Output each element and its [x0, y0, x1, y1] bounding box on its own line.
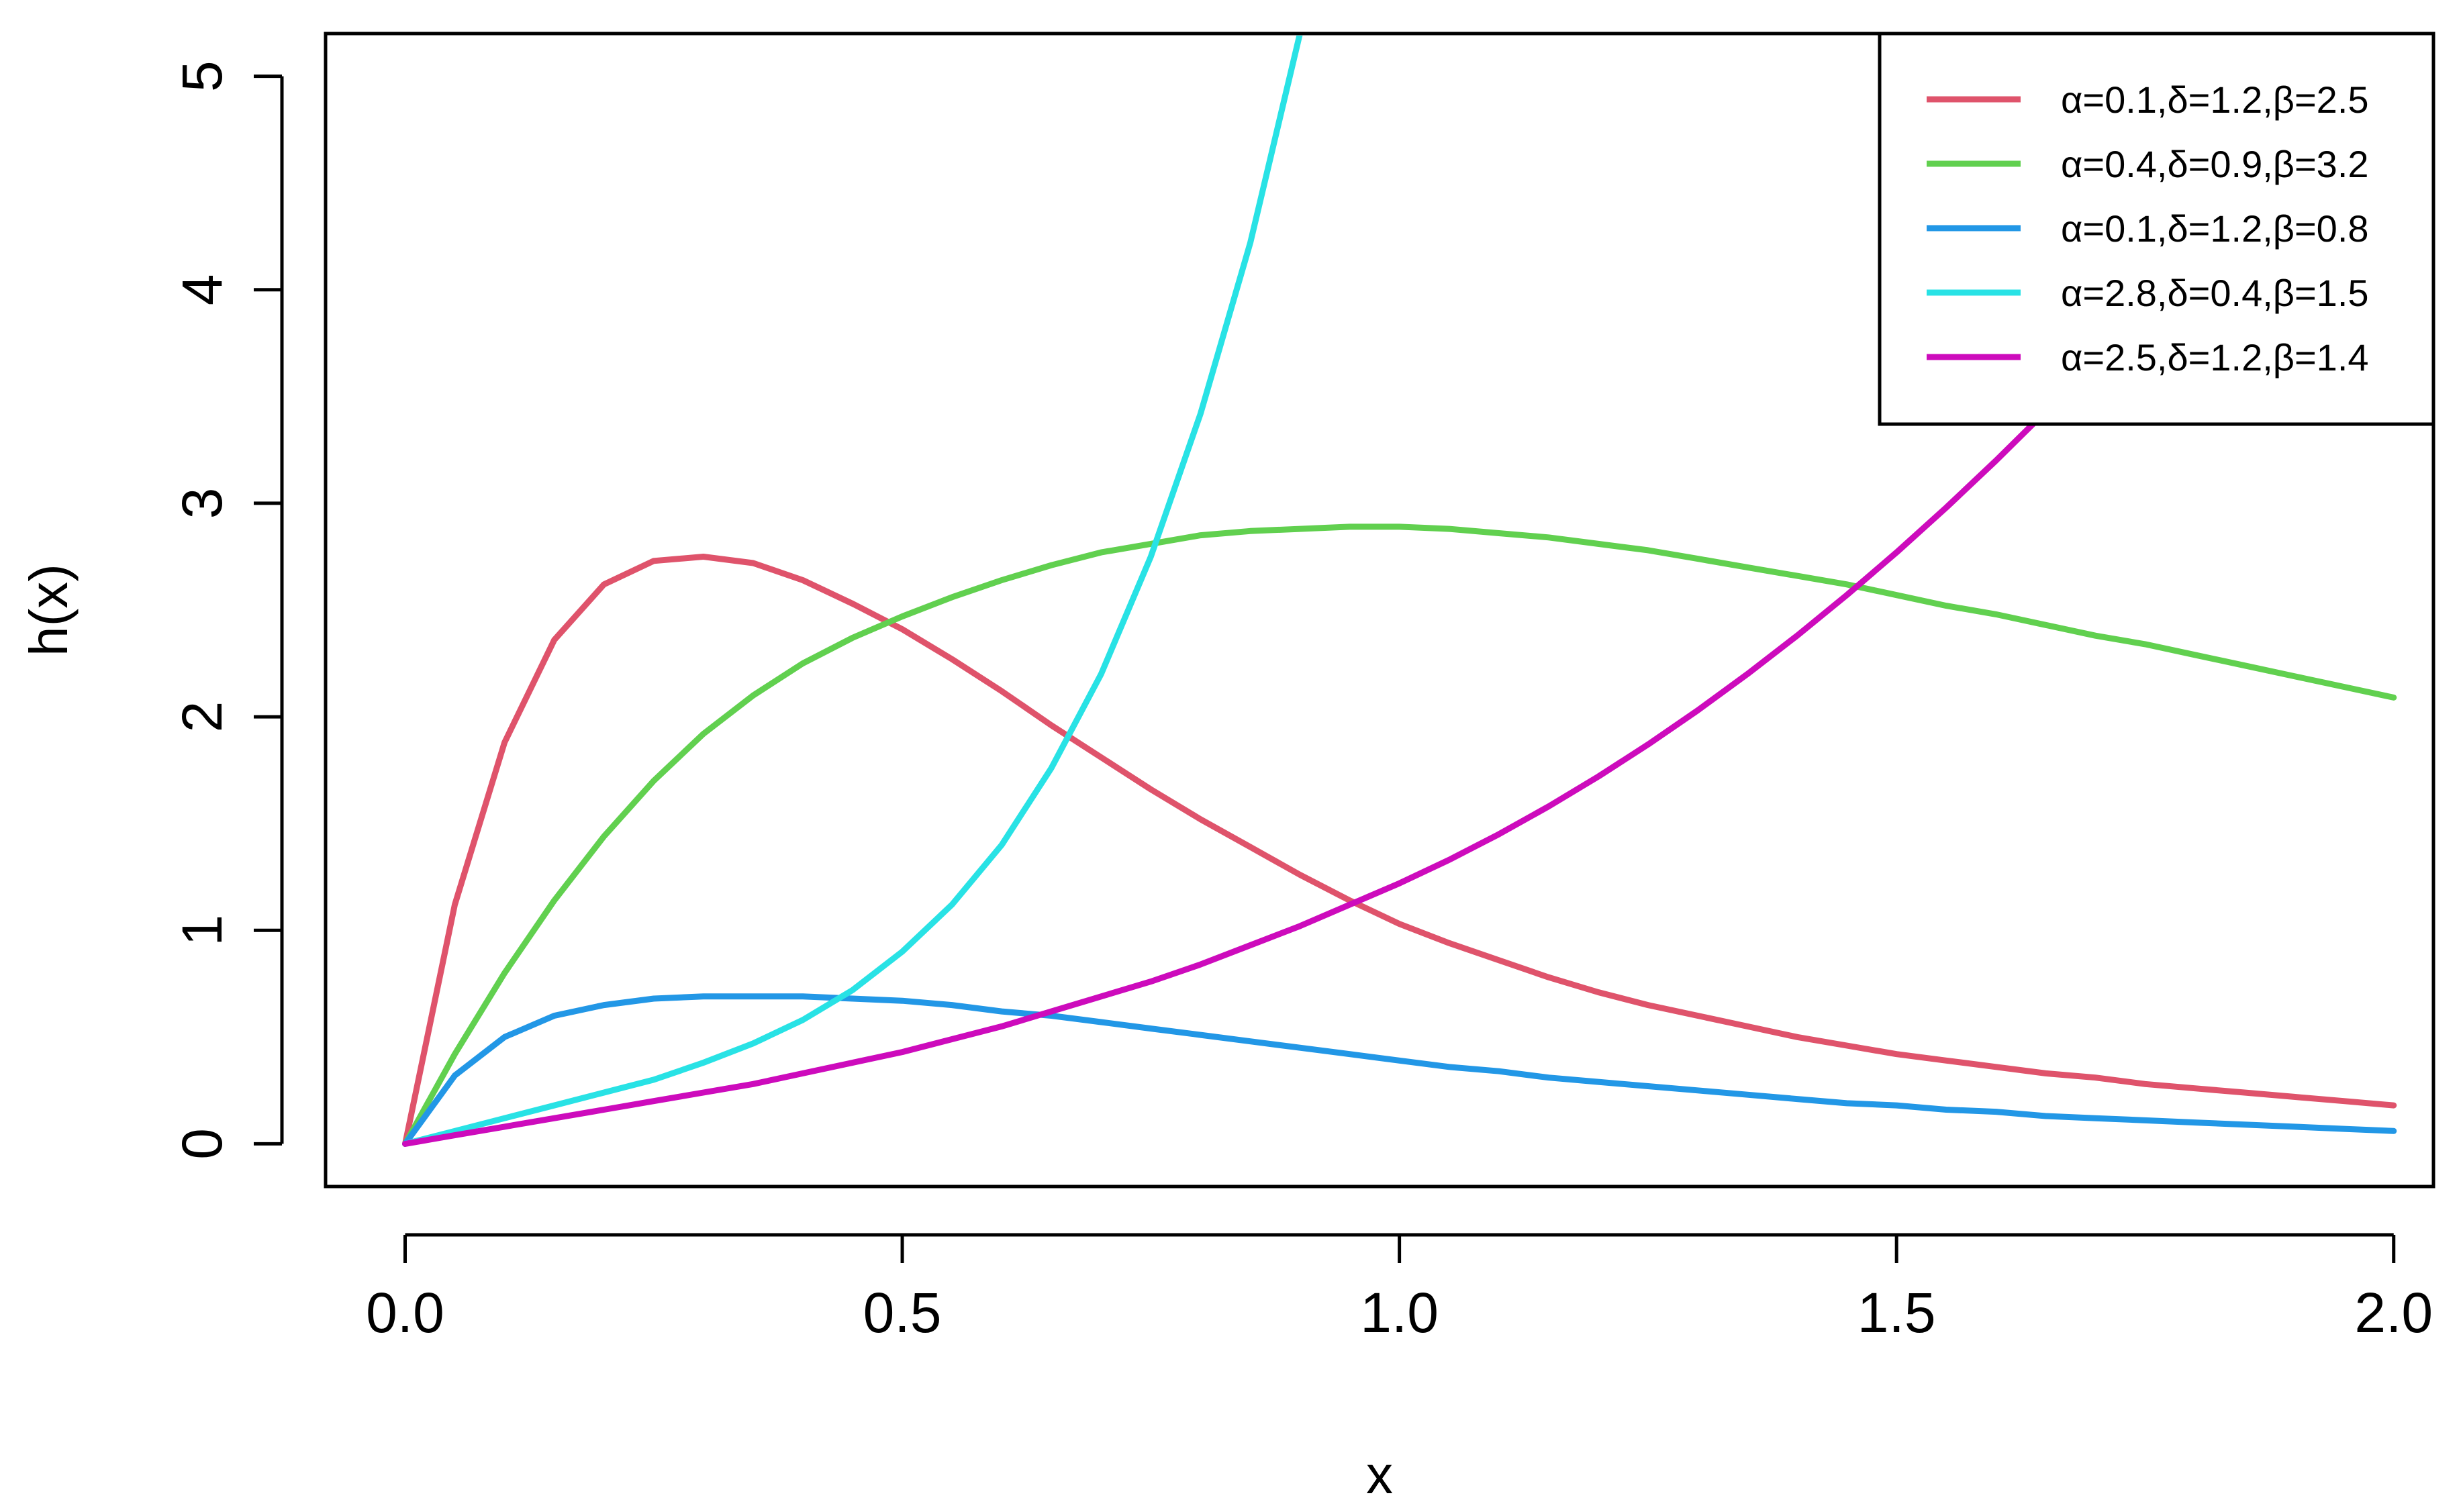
y-tick-label: 2: [171, 701, 234, 733]
x-tick-label: 0.0: [366, 1281, 444, 1344]
series-line-1: [402, 554, 2397, 1147]
y-axis-label: h(x): [19, 564, 79, 656]
legend-label-2: α=0.4,δ=0.9,β=3.2: [2061, 143, 2369, 185]
x-tick-label: 1.0: [1360, 1281, 1439, 1344]
series-line-3: [402, 993, 2397, 1147]
y-tick-label: 0: [171, 1128, 234, 1160]
y-tick-label: 1: [171, 915, 234, 946]
x-tick-label: 0.5: [863, 1281, 942, 1344]
x-tick-label: 2.0: [2354, 1281, 2433, 1344]
y-tick-label: 4: [171, 274, 234, 305]
y-axis: 0 1 2 3 4 5: [171, 60, 284, 1160]
y-tick-label: 3: [171, 488, 234, 519]
series-line-2: [402, 523, 2397, 1147]
legend-label-4: α=2.8,δ=0.4,β=1.5: [2061, 272, 2369, 314]
y-tick-label: 5: [171, 60, 234, 92]
x-axis: 0.0 0.5 1.0 1.5 2.0: [366, 1233, 2433, 1344]
legend-label-3: α=0.1,δ=1.2,β=0.8: [2061, 207, 2369, 250]
plot-area: [324, 32, 2435, 1189]
legend-label-1: α=0.1,δ=1.2,β=2.5: [2061, 79, 2369, 121]
legend: α=0.1,δ=1.2,β=2.5 α=0.4,δ=0.9,β=3.2 α=0.1,…: [1878, 32, 2435, 426]
x-tick-label: 1.5: [1857, 1281, 1936, 1344]
legend-label-5: α=2.5,δ=1.2,β=1.4: [2061, 336, 2369, 379]
x-axis-label: x: [1366, 1445, 1393, 1505]
series-line-4: [402, 36, 1303, 1147]
